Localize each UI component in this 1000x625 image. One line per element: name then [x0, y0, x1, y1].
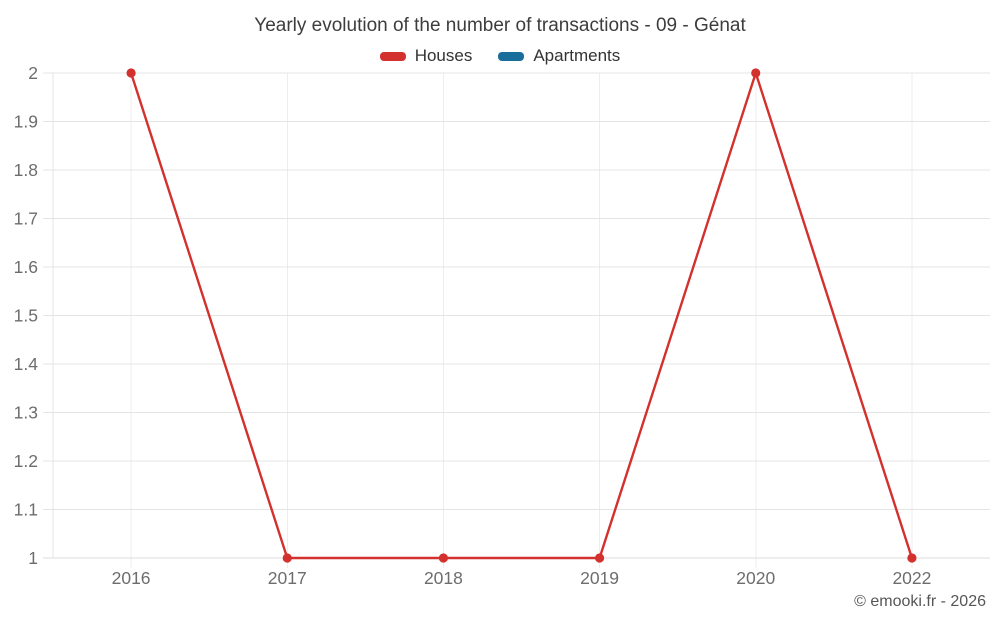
data-point[interactable]: [751, 68, 761, 78]
y-tick-label: 1.5: [14, 306, 38, 326]
x-gridlines: [130, 73, 913, 568]
y-axis-labels: 1 1.1 1.2 1.3 1.4 1.5 1.6 1.7 1.8 1.9 2: [14, 63, 39, 568]
data-point[interactable]: [282, 553, 292, 563]
copyright-note: © emooki.fr - 2026: [854, 593, 986, 610]
y-tick-label: 1.2: [14, 451, 38, 471]
series-line: [129, 71, 914, 560]
legend-label-apartments: Apartments: [533, 46, 621, 65]
x-tick-label: 2016: [112, 568, 151, 588]
y-gridlines: [43, 72, 990, 559]
data-point[interactable]: [594, 553, 605, 563]
legend-label-houses: Houses: [414, 46, 473, 65]
y-tick-label: 1.1: [14, 500, 38, 520]
y-tick-label: 1.9: [14, 112, 38, 132]
y-tick-label: 1.4: [14, 354, 39, 374]
legend-item-houses[interactable]: Houses: [379, 46, 473, 66]
x-tick-label: 2017: [268, 568, 307, 588]
x-tick-label: 2022: [892, 568, 931, 588]
y-tick-label: 2: [28, 63, 38, 83]
y-tick-label: 1: [28, 548, 38, 568]
series-houses: [126, 68, 917, 563]
y-tick-label: 1.6: [14, 257, 38, 277]
data-point[interactable]: [438, 553, 449, 563]
houses-series-marker-icon: [379, 51, 406, 61]
x-tick-label: 2020: [736, 568, 775, 588]
x-tick-label: 2019: [580, 568, 619, 588]
legend-item-apartments[interactable]: Apartments: [498, 46, 620, 66]
y-tick-label: 1.8: [14, 160, 38, 180]
chart-title: Yearly evolution of the number of transa…: [254, 15, 746, 36]
x-tick-label: 2018: [424, 568, 463, 588]
data-point[interactable]: [126, 68, 136, 78]
apartments-series-marker-icon: [498, 51, 525, 61]
y-tick-label: 1.7: [14, 209, 38, 229]
x-axis-labels: 2016 2017 2018 2019 2020 2022: [112, 568, 932, 588]
legend: Houses Apartments: [0, 45, 1000, 67]
y-tick-label: 1.3: [14, 403, 38, 423]
data-point[interactable]: [907, 553, 917, 563]
